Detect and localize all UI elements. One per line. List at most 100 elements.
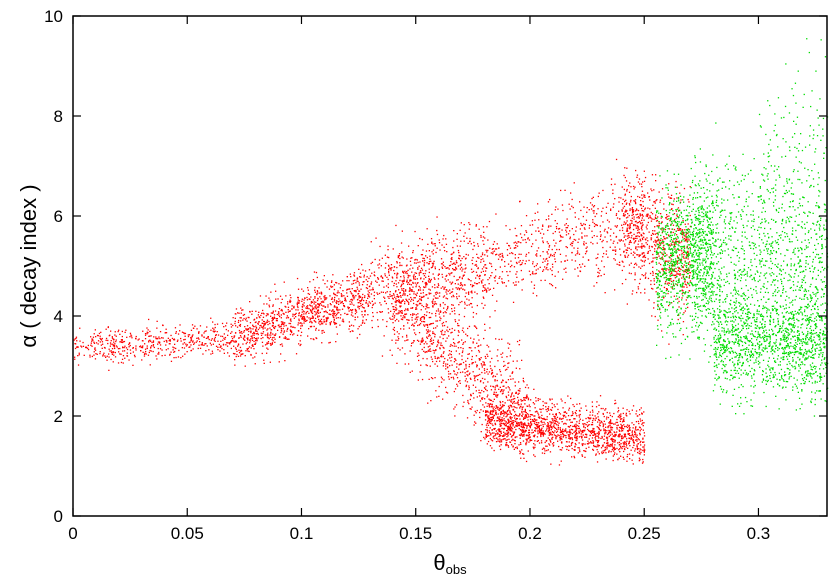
data-point [374, 302, 376, 304]
data-point [164, 354, 166, 356]
data-point [521, 449, 523, 451]
data-point [336, 302, 338, 305]
data-point [303, 311, 305, 313]
data-point [547, 430, 549, 433]
data-point [308, 293, 311, 295]
data-point [546, 425, 548, 428]
data-point [602, 452, 605, 454]
data-point [402, 283, 405, 285]
data-point [482, 240, 484, 242]
data-point [530, 399, 532, 401]
data-point [336, 312, 339, 314]
data-point [466, 237, 468, 239]
data-point [466, 371, 468, 373]
data-point [95, 336, 97, 338]
data-point [487, 416, 489, 419]
data-point [521, 430, 523, 432]
data-point [643, 450, 645, 452]
data-point [325, 320, 327, 323]
data-point [408, 302, 410, 304]
data-point [393, 311, 395, 313]
data-point [274, 341, 276, 343]
data-point [508, 387, 510, 389]
data-point [148, 318, 150, 321]
data-point [611, 439, 613, 441]
data-point [330, 281, 333, 283]
data-point [270, 332, 272, 334]
data-point [434, 284, 436, 286]
data-point [612, 446, 614, 449]
data-point [419, 237, 421, 240]
data-point [387, 312, 390, 314]
data-point [217, 346, 219, 348]
data-point [234, 320, 236, 323]
data-point [524, 424, 526, 426]
data-point [629, 440, 631, 442]
data-point [415, 258, 417, 261]
data-point [347, 306, 349, 308]
data-point [633, 436, 635, 438]
data-point [464, 372, 466, 374]
data-point [378, 259, 381, 261]
data-point [475, 260, 478, 262]
data-point [422, 306, 425, 308]
data-point [237, 321, 240, 323]
data-point [505, 444, 507, 447]
data-point [510, 405, 512, 407]
data-point [284, 337, 287, 340]
data-point [290, 318, 292, 320]
data-point [484, 372, 486, 374]
data-point [321, 293, 323, 295]
data-point [511, 406, 513, 408]
data-point [473, 375, 475, 377]
data-point [495, 338, 497, 340]
data-point [93, 342, 96, 344]
data-point [570, 421, 572, 423]
data-point [425, 250, 428, 252]
data-point [549, 268, 552, 270]
data-point [483, 364, 485, 366]
data-point [342, 280, 344, 282]
data-point [494, 375, 497, 378]
data-point [596, 426, 598, 428]
data-point [519, 452, 521, 455]
data-point [487, 419, 490, 421]
data-point [582, 423, 584, 425]
data-point [272, 324, 274, 326]
data-point [521, 411, 523, 414]
data-point [519, 418, 521, 420]
data-point [626, 415, 628, 417]
data-point [502, 438, 504, 441]
data-point [404, 340, 406, 342]
data-point [208, 349, 210, 351]
data-point [426, 331, 429, 333]
data-point [398, 299, 400, 301]
data-point [494, 387, 496, 389]
data-point [278, 314, 280, 316]
data-point [551, 402, 553, 405]
data-point [577, 447, 579, 449]
data-point [493, 393, 496, 395]
data-point [276, 318, 278, 320]
data-point [557, 421, 559, 423]
data-point [428, 278, 430, 280]
data-point [261, 319, 263, 321]
data-point [99, 335, 101, 337]
data-point [168, 343, 170, 345]
data-point [445, 340, 447, 342]
data-point [477, 256, 479, 259]
data-point [351, 298, 353, 300]
data-point [551, 422, 553, 424]
data-point [519, 422, 521, 424]
data-point [263, 323, 265, 325]
data-point [513, 439, 515, 441]
data-point [373, 294, 375, 297]
data-point [485, 410, 487, 412]
data-point [339, 287, 341, 289]
data-point [516, 422, 518, 424]
data-point [621, 425, 623, 427]
data-point [464, 380, 467, 382]
data-point [300, 327, 302, 330]
data-point [468, 373, 470, 375]
data-point [523, 411, 525, 413]
